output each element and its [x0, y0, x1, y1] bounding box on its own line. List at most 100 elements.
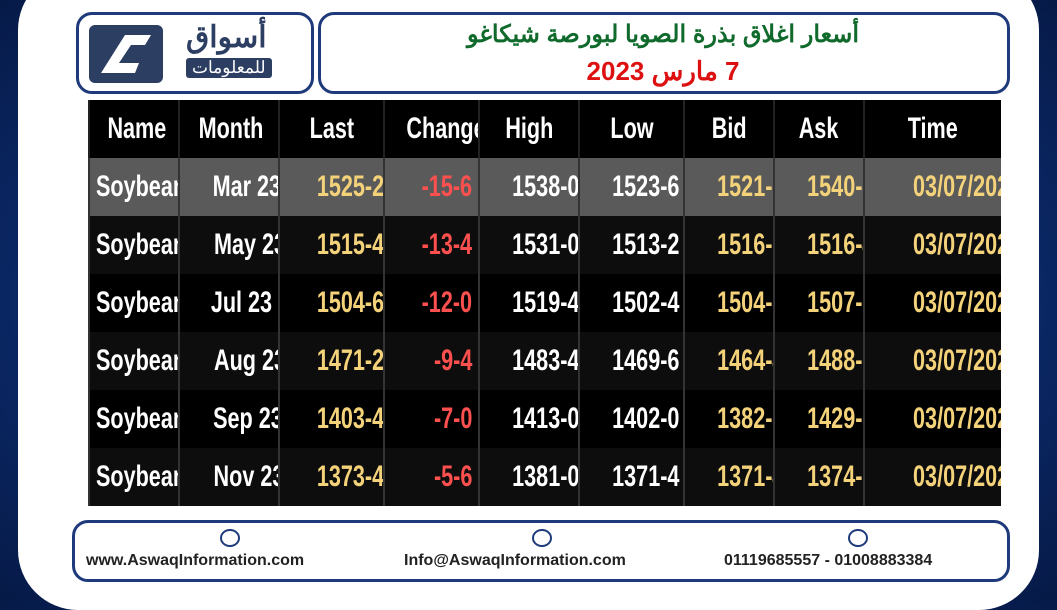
cell-text: -9-4 [433, 344, 472, 377]
table-cell: 1523-6 [578, 158, 684, 216]
table-cell: Soybean [88, 448, 179, 506]
cell-text: 1515-4s [316, 228, 384, 261]
table-cell: 1469-6 [578, 332, 684, 390]
table-cell: 03/07/2023 [863, 274, 1001, 332]
table-cell: 1371-4 [578, 448, 684, 506]
cell-text: 1429-0 [807, 402, 864, 435]
logo [76, 12, 314, 94]
cell-text: Mar 23 [212, 170, 279, 203]
cell-text: 1371-4 [612, 460, 680, 493]
column-header: Low [578, 100, 684, 158]
cell-text: 1521-0 [717, 170, 774, 203]
cell-text: Last [309, 112, 354, 145]
cell-text: 1382-0 [717, 402, 774, 435]
table-cell: Mar 23 [178, 158, 279, 216]
cell-text: Name [107, 112, 167, 145]
cell-text: High [505, 112, 553, 145]
column-header: High [478, 100, 579, 158]
table-row: Soybean Sep 23 1403-4s -7-0 1413-0 1402-0 1382… [88, 390, 1001, 448]
cell-text: Soybean [96, 460, 179, 493]
table-cell: 1464-4 [683, 332, 774, 390]
column-header: Change [383, 100, 479, 158]
table-cell: 03/07/2023 [863, 332, 1001, 390]
cell-text: Month [198, 112, 264, 145]
cell-text: 1471-2s [316, 344, 384, 377]
table-cell: Sep 23 [178, 390, 279, 448]
cell-text: 1516-2 [717, 228, 774, 261]
table-cell: 1382-0 [683, 390, 774, 448]
cell-text: Bid [711, 112, 747, 145]
table-cell: 1516-4 [773, 216, 864, 274]
logo-icon [101, 35, 151, 73]
cell-text: 03/07/2023 [913, 344, 1001, 377]
cell-text: 1523-6 [612, 170, 680, 203]
column-header: Month [178, 100, 279, 158]
email: Info@AswaqInformation.com [404, 552, 626, 569]
cell-text: 1469-6 [612, 344, 680, 377]
cell-text: 1488-0 [807, 344, 864, 377]
table-cell: 1373-4s [278, 448, 384, 506]
cell-text: Soybean [96, 344, 179, 377]
table-cell: 03/07/2023 [863, 390, 1001, 448]
cell-text: Jul 23 [210, 286, 272, 319]
table-cell: 1471-2s [278, 332, 384, 390]
cell-text: 1371-4 [717, 460, 774, 493]
price-table: Name Month Last Change High Low Bid Ask Time Soyb… [88, 100, 1001, 506]
logo-name: أسواق [186, 21, 267, 54]
table-cell: -9-4 [383, 332, 479, 390]
cell-text: 1507-0 [807, 286, 864, 319]
table-cell: 1374-0 [773, 448, 864, 506]
cell-text: 03/07/2023 [913, 228, 1001, 261]
table-cell: 03/07/2023 [863, 158, 1001, 216]
cell-text: 1525-2s [316, 170, 384, 203]
date: 7 مارس 2023 [586, 56, 740, 86]
table-cell: 1513-2 [578, 216, 684, 274]
cell-text: 1531-0 [512, 228, 579, 261]
table-row: Soybean Jul 23 1504-6s -12-0 1519-4 1502-4 150… [88, 274, 1001, 332]
cell-text: -12-0 [421, 286, 472, 319]
table-cell: Jul 23 [178, 274, 279, 332]
cell-text: Soybean [96, 402, 179, 435]
table-cell: 1381-0 [478, 448, 579, 506]
table-cell: 1525-2s [278, 158, 384, 216]
cell-text: 1464-4 [717, 344, 774, 377]
logo-sub: للمعلومات [186, 58, 272, 78]
table-cell: Soybean [88, 216, 179, 274]
column-header: Name [88, 100, 179, 158]
table-cell: 1488-0 [773, 332, 864, 390]
table-cell: 1531-0 [478, 216, 579, 274]
column-header: Bid [683, 100, 774, 158]
table-cell: 1540-0 [773, 158, 864, 216]
cell-text: Ask [799, 112, 839, 145]
cell-text: -15-6 [421, 170, 472, 203]
table-cell: 1504-6s [278, 274, 384, 332]
cell-text: 1381-0 [512, 460, 579, 493]
cell-text: 1504-6s [316, 286, 384, 319]
table-cell: 1516-2 [683, 216, 774, 274]
table-row: Soybean May 23 1515-4s -13-4 1531-0 1513-2 151… [88, 216, 1001, 274]
table-cell: 1402-0 [578, 390, 684, 448]
cell-text: Nov 23 [213, 460, 279, 493]
phones: 01119685557 - 01008883384 [724, 552, 933, 569]
table-cell: Soybean [88, 390, 179, 448]
web-icon [220, 529, 240, 547]
table-cell: 1538-0 [478, 158, 579, 216]
table-cell: 03/07/2023 [863, 216, 1001, 274]
table-cell: 1502-4 [578, 274, 684, 332]
table-cell: -15-6 [383, 158, 479, 216]
cell-text: -7-0 [433, 402, 472, 435]
cell-text: 1403-4s [316, 402, 384, 435]
table-cell: Soybean [88, 274, 179, 332]
table-cell: 1504-0 [683, 274, 774, 332]
table-cell: 1429-0 [773, 390, 864, 448]
cell-text: 1538-0 [512, 170, 579, 203]
cell-text: 1502-4 [612, 286, 680, 319]
table-cell: 1515-4s [278, 216, 384, 274]
cell-text: 1373-4s [316, 460, 384, 493]
table-cell: 1507-0 [773, 274, 864, 332]
table-cell: 03/07/2023 [863, 448, 1001, 506]
cell-text: Sep 23 [213, 402, 279, 435]
website: www.AswaqInformation.com [86, 552, 305, 569]
title-box [318, 12, 1010, 94]
table-cell: -7-0 [383, 390, 479, 448]
